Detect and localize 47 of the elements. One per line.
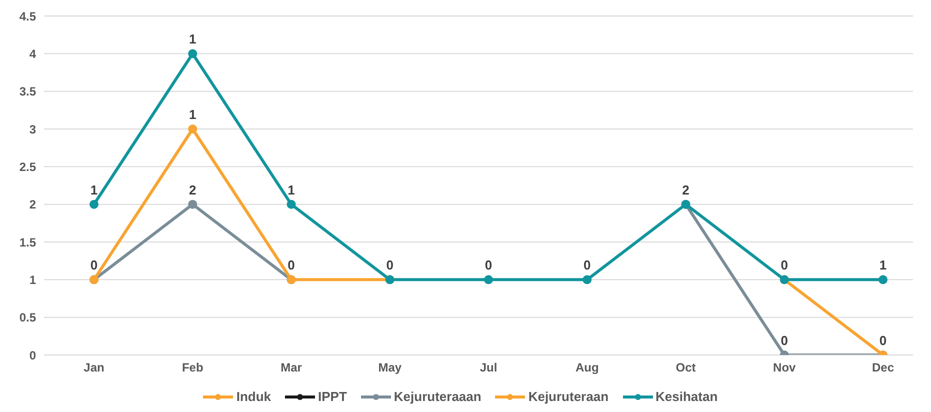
- point: [188, 49, 198, 58]
- x-tick-label: Nov: [773, 360, 796, 375]
- point: [90, 200, 98, 209]
- annotation: 1: [288, 182, 295, 198]
- annotation: 0: [90, 258, 98, 273]
- y-tick-label: 2.5: [19, 160, 36, 174]
- legend-label: Kejuruteraaan: [394, 389, 482, 404]
- x-tick-label: Oct: [676, 360, 696, 375]
- x-tick-label: Aug: [575, 360, 599, 375]
- annotation: 1: [189, 32, 196, 47]
- y-tick-label: 2: [29, 198, 36, 212]
- annotation: 0: [584, 258, 591, 273]
- x-tick-label: Jul: [480, 360, 498, 375]
- legend-label: Kesihatan: [656, 389, 718, 404]
- annotation: 2: [189, 182, 196, 198]
- annotation: 0: [780, 258, 788, 273]
- annotation: 0: [484, 258, 492, 273]
- annotation: 2: [682, 182, 690, 198]
- annotation: 1: [90, 182, 98, 198]
- y-tick-label: 3.5: [19, 84, 36, 99]
- point: [878, 275, 888, 284]
- y-tick-label: 0: [29, 348, 36, 362]
- point: [286, 200, 296, 209]
- y-tick-label: 4.5: [19, 9, 36, 24]
- annotation: 1: [879, 258, 887, 273]
- y-tick-label: 1: [29, 272, 36, 287]
- y-tick-label: 3: [29, 122, 36, 136]
- point: [188, 124, 198, 134]
- y-tick-label: 4: [29, 46, 36, 61]
- annotation: 1: [189, 107, 196, 122]
- point: [484, 275, 493, 284]
- x-tick-label: Jan: [84, 360, 104, 375]
- point: [582, 275, 592, 284]
- legend-label: IPPT: [318, 389, 347, 404]
- annotation: 0: [780, 333, 788, 348]
- y-tick-label: 1.5: [19, 235, 36, 250]
- legend-label: Kejuruteraan: [528, 389, 609, 404]
- annotation: 0: [879, 333, 887, 348]
- annotation: 0: [386, 258, 394, 273]
- point: [188, 200, 198, 209]
- x-tick-label: Dec: [872, 360, 894, 375]
- legend-label: Induk: [236, 389, 271, 404]
- x-tick-label: May: [378, 360, 402, 375]
- x-tick-label: Feb: [182, 360, 204, 375]
- x-tick-label: Mar: [280, 360, 302, 375]
- y-tick-label: 0.5: [19, 310, 36, 325]
- annotation: 0: [288, 258, 295, 273]
